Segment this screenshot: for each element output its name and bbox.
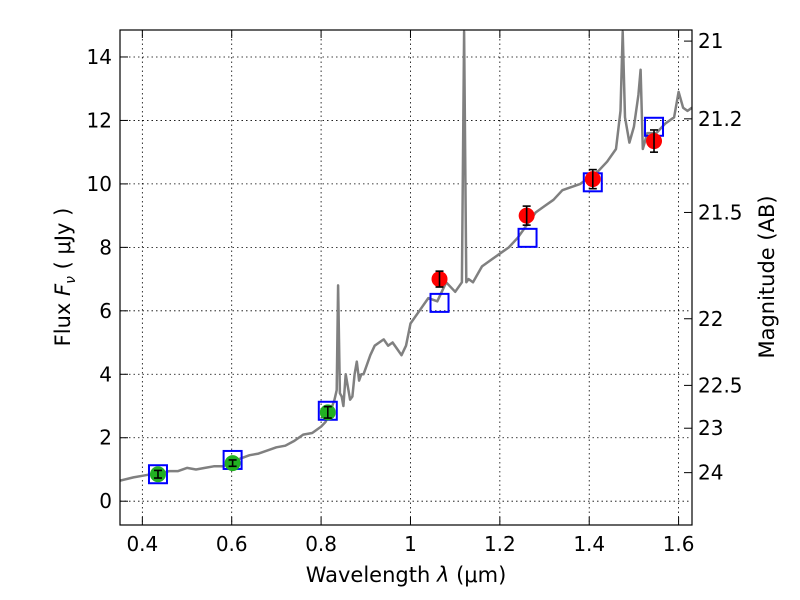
y-tick-label: 6 [99, 299, 112, 323]
y2-tick-label: 21 [698, 29, 723, 53]
y-tick-label: 8 [99, 235, 112, 259]
model-photometry-squares [147, 116, 665, 485]
spectrum-line [120, 30, 692, 482]
y-tick-label: 12 [87, 108, 112, 132]
observed-photometry-points [149, 129, 663, 483]
x-tick-label: 1.6 [663, 532, 695, 556]
y-tick-label: 14 [87, 45, 112, 69]
plot-area [120, 30, 692, 485]
x-tick-label: 1.4 [573, 532, 605, 556]
plot-frame [119, 29, 693, 526]
y-axis-title: Flux Fν ( μJy ) [51, 208, 79, 347]
y-tick-label: 10 [87, 172, 112, 196]
x-tick-label: 0.8 [305, 532, 337, 556]
x-tick-label: 1 [404, 532, 417, 556]
x-tick-label: 0.6 [216, 532, 248, 556]
grid-lines [120, 30, 692, 525]
x-axis-title: Wavelength λ (μm) [306, 563, 507, 587]
x-tick-label: 0.4 [126, 532, 158, 556]
y2-tick-label: 22.5 [698, 373, 743, 397]
y2-tick-label: 21.5 [698, 200, 743, 224]
y2-axis-title: Magnitude (AB) [755, 195, 779, 358]
y2-tick-label: 24 [698, 461, 723, 485]
model-square-marker [147, 464, 168, 485]
y2-tick-label: 23 [698, 416, 723, 440]
y-tick-label: 2 [99, 426, 112, 450]
model-square-marker [517, 227, 538, 248]
y-tick-label: 4 [99, 362, 112, 386]
x-tick-label: 1.2 [484, 532, 516, 556]
model-square-marker [429, 292, 450, 313]
y-tick-label: 0 [99, 489, 112, 513]
y2-tick-label: 22 [698, 307, 723, 331]
axis-ticks: 0.4 0.6 0.8 1 1.2 1.4 1.6024681012142121.221.5… [87, 29, 743, 556]
y2-tick-label: 21.2 [698, 107, 743, 131]
